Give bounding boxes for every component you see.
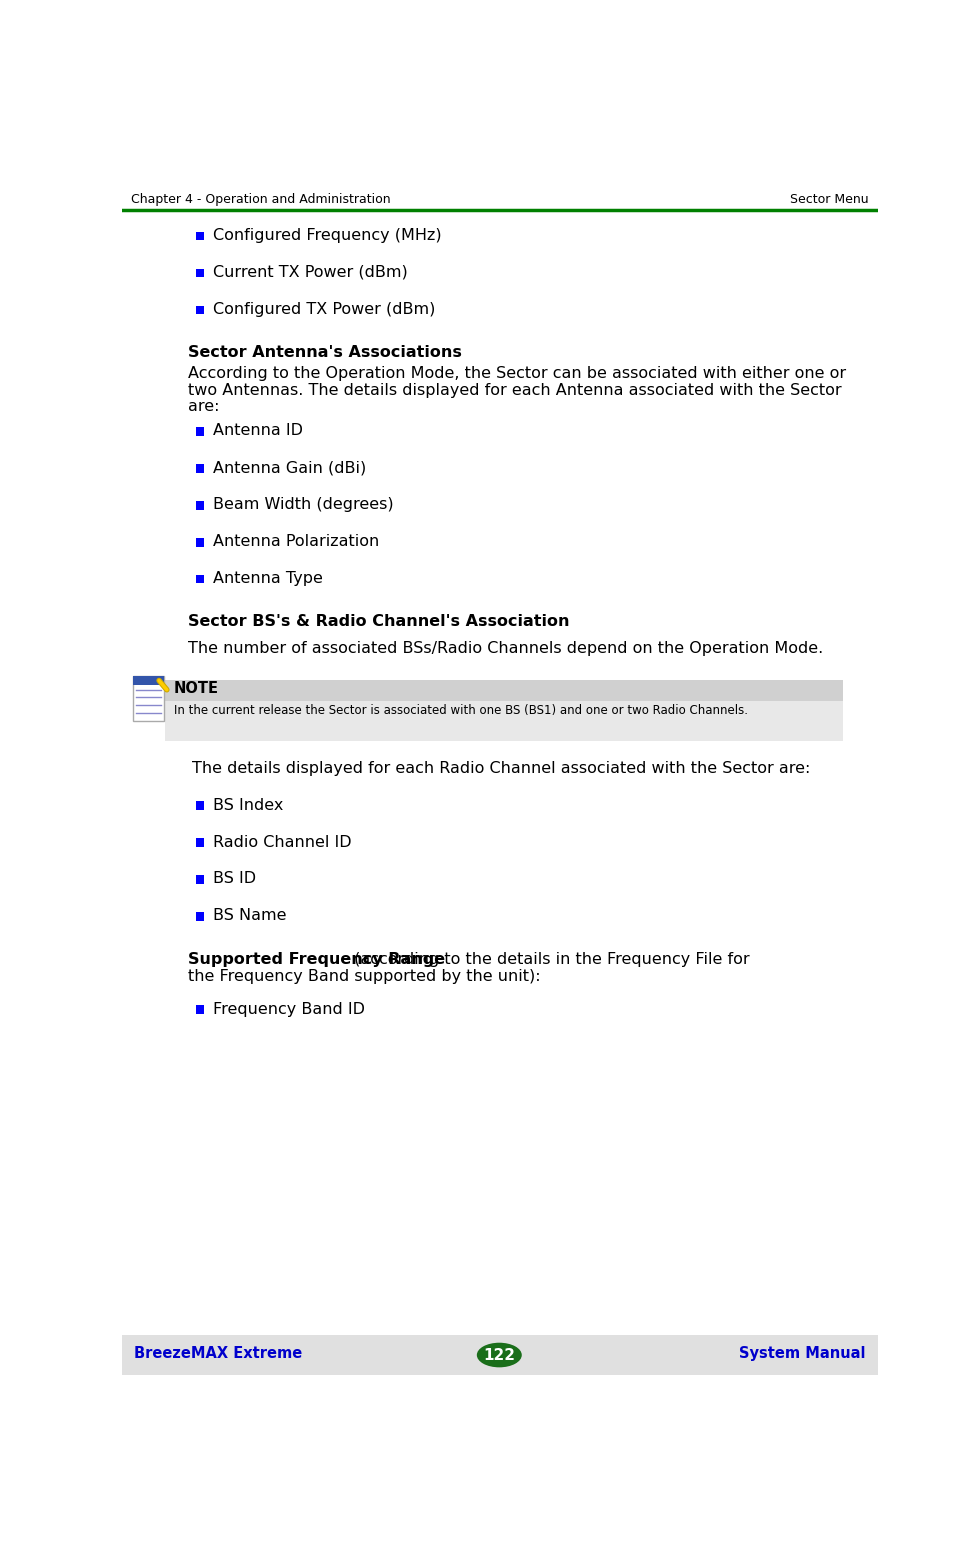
Text: Configured Frequency (MHz): Configured Frequency (MHz) (214, 227, 442, 243)
FancyBboxPatch shape (196, 912, 204, 921)
Text: Chapter 4 - Operation and Administration: Chapter 4 - Operation and Administration (132, 193, 391, 205)
FancyBboxPatch shape (196, 575, 204, 584)
Text: In the current release the Sector is associated with one BS (BS1) and one or two: In the current release the Sector is ass… (174, 703, 748, 717)
Text: According to the Operation Mode, the Sector can be associated with either one or: According to the Operation Mode, the Sec… (188, 366, 846, 382)
FancyBboxPatch shape (196, 426, 204, 436)
Text: Sector Antenna's Associations: Sector Antenna's Associations (188, 345, 461, 360)
FancyBboxPatch shape (133, 675, 164, 720)
FancyBboxPatch shape (196, 501, 204, 510)
Text: BreezeMAX Extreme: BreezeMAX Extreme (134, 1346, 301, 1361)
Text: Antenna ID: Antenna ID (214, 423, 303, 439)
Text: NOTE: NOTE (174, 681, 218, 697)
FancyBboxPatch shape (196, 538, 204, 547)
Text: Beam Width (degrees): Beam Width (degrees) (214, 497, 394, 513)
FancyBboxPatch shape (196, 1006, 204, 1014)
FancyBboxPatch shape (196, 306, 204, 314)
Text: Antenna Gain (dBi): Antenna Gain (dBi) (214, 460, 367, 476)
Text: Antenna Polarization: Antenna Polarization (214, 535, 379, 548)
Text: System Manual: System Manual (739, 1346, 866, 1361)
Text: 122: 122 (484, 1347, 516, 1363)
Text: two Antennas. The details displayed for each Antenna associated with the Sector: two Antennas. The details displayed for … (188, 383, 841, 397)
Text: BS Index: BS Index (214, 797, 284, 813)
Text: Sector BS's & Radio Channel's Association: Sector BS's & Radio Channel's Associatio… (188, 615, 569, 629)
FancyBboxPatch shape (196, 876, 204, 884)
Text: Frequency Band ID: Frequency Band ID (214, 1001, 366, 1017)
Text: Supported Frequency Range: Supported Frequency Range (188, 952, 445, 967)
Text: Sector Menu: Sector Menu (790, 193, 868, 205)
Text: (according to the details in the Frequency File for: (according to the details in the Frequen… (349, 952, 750, 967)
Text: Current TX Power (dBm): Current TX Power (dBm) (214, 264, 409, 280)
Text: The details displayed for each Radio Channel associated with the Sector are:: The details displayed for each Radio Cha… (192, 760, 810, 776)
Text: are:: are: (188, 399, 219, 414)
Text: The number of associated BSs/Radio Channels depend on the Operation Mode.: The number of associated BSs/Radio Chann… (188, 641, 823, 657)
Text: Configured TX Power (dBm): Configured TX Power (dBm) (214, 301, 436, 317)
Text: BS Name: BS Name (214, 908, 287, 924)
FancyBboxPatch shape (165, 680, 842, 742)
FancyBboxPatch shape (133, 675, 164, 684)
Text: BS ID: BS ID (214, 871, 256, 887)
Text: Antenna Type: Antenna Type (214, 572, 323, 586)
FancyBboxPatch shape (196, 232, 204, 239)
Text: the Frequency Band supported by the unit):: the Frequency Band supported by the unit… (188, 969, 540, 984)
FancyBboxPatch shape (196, 839, 204, 847)
FancyBboxPatch shape (196, 269, 204, 277)
Text: Radio Channel ID: Radio Channel ID (214, 834, 352, 850)
FancyBboxPatch shape (196, 802, 204, 810)
FancyBboxPatch shape (196, 464, 204, 473)
FancyBboxPatch shape (122, 1335, 878, 1375)
Ellipse shape (477, 1343, 522, 1367)
FancyBboxPatch shape (165, 680, 842, 701)
